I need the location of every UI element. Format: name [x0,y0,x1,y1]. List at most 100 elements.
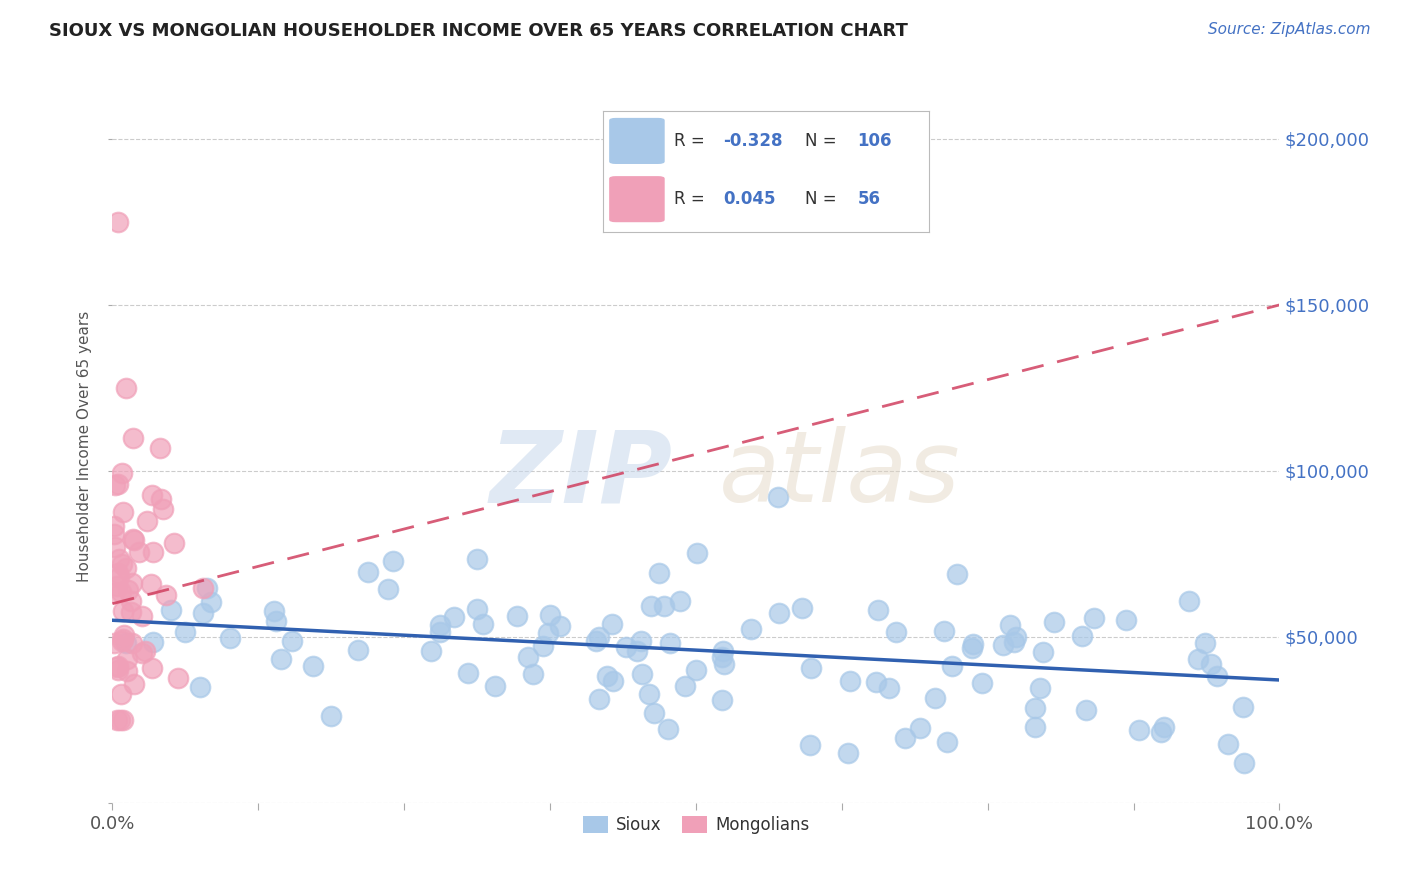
Point [120,605,142,619]
Point [263,604,285,618]
Point [111,604,134,618]
Point [1032,645,1054,659]
Point [1205,669,1227,683]
Point [131,646,153,660]
Point [865,674,887,689]
Point [467,602,489,616]
Text: SIOUX VS MONGOLIAN HOUSEHOLDER INCOME OVER 65 YEARS CORRELATION CHART: SIOUX VS MONGOLIAN HOUSEHOLDER INCOME OV… [49,22,908,40]
Point [614,640,637,654]
Y-axis label: Householder Income Over 65 years: Householder Income Over 65 years [77,310,93,582]
Point [585,634,607,648]
Point [1002,635,1025,649]
Point [115,652,138,666]
Point [420,644,443,658]
Point [866,603,889,617]
Point [131,609,153,624]
Text: Source: ZipAtlas.com: Source: ZipAtlas.com [1208,22,1371,37]
Point [506,608,529,623]
Point [1128,723,1150,737]
Point [1232,700,1254,714]
Point [110,585,132,599]
Legend: Sioux, Mongolians: Sioux, Mongolians [576,809,815,841]
Point [877,681,900,695]
Point [962,637,984,651]
Point [710,650,733,665]
Text: ZIP: ZIP [489,426,672,523]
Point [1083,611,1105,625]
Point [103,586,125,600]
Point [1216,738,1239,752]
Point [711,643,734,657]
Point [768,606,790,620]
Point [302,658,325,673]
Point [142,545,165,559]
Point [107,215,129,229]
Point [596,669,619,683]
Point [281,633,304,648]
Point [884,624,907,639]
Point [941,659,963,673]
Point [522,667,544,681]
Point [149,491,172,506]
Point [120,593,142,607]
Point [110,687,132,701]
Point [191,581,214,595]
Point [713,657,735,671]
Point [652,599,675,614]
Point [685,664,707,678]
Point [1115,613,1137,627]
Point [657,722,679,736]
Point [105,579,128,593]
Point [443,609,465,624]
Point [266,614,288,628]
Point [1178,594,1201,608]
Point [626,644,648,658]
Point [110,713,132,727]
Point [107,477,129,491]
Point [429,617,451,632]
Point [588,630,610,644]
Point [711,693,734,707]
Point [1233,756,1256,770]
Point [1000,618,1022,632]
Point [946,567,969,582]
Point [640,599,662,614]
Point [1005,630,1028,644]
Point [108,552,131,566]
Point [935,735,957,749]
Point [1024,701,1046,715]
Point [111,466,134,480]
Point [166,671,188,685]
Point [1150,724,1173,739]
Point [111,557,134,571]
Point [103,526,125,541]
Point [117,582,139,597]
Text: atlas: atlas [720,426,960,523]
Point [112,505,135,519]
Point [114,636,136,650]
Point [960,641,983,656]
Point [484,679,506,693]
Point [643,706,665,720]
Point [1194,636,1216,650]
Point [134,644,156,658]
Point [740,622,762,636]
Point [588,691,610,706]
Point [142,635,165,649]
Point [141,661,163,675]
Point [103,518,125,533]
Point [122,533,145,547]
Point [910,721,932,735]
Point [659,636,682,650]
Point [630,633,652,648]
Point [972,676,994,690]
Point [139,577,162,591]
Point [107,663,129,677]
Point [837,746,859,760]
Point [115,664,138,678]
Point [200,594,222,608]
Point [121,575,143,590]
Point [924,690,946,705]
Point [429,625,451,640]
Point [149,441,172,455]
